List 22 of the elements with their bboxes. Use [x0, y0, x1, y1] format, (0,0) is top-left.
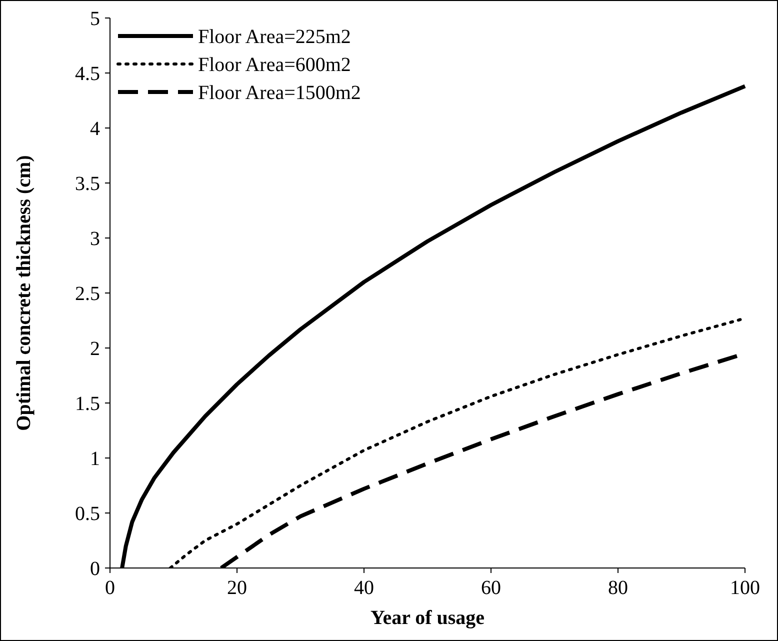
y-tick-label: 2.5 — [75, 283, 100, 305]
x-tick-label: 80 — [608, 577, 628, 599]
y-tick-label: 4 — [90, 118, 100, 140]
y-tick-label: 0.5 — [75, 503, 100, 525]
y-tick-label: 5 — [90, 8, 100, 30]
y-tick-label: 3 — [90, 228, 100, 250]
x-tick-label: 20 — [227, 577, 247, 599]
x-tick-label: 0 — [105, 577, 115, 599]
y-tick-label: 1 — [90, 448, 100, 470]
legend-label: Floor Area=225m2 — [198, 26, 351, 48]
y-tick-label: 4.5 — [75, 63, 100, 85]
x-tick-label: 40 — [354, 577, 374, 599]
y-tick-label: 1.5 — [75, 393, 100, 415]
y-tick-label: 0 — [90, 558, 100, 580]
x-tick-label: 100 — [730, 577, 760, 599]
y-axis-title: Optimal concrete thickness (cm) — [13, 155, 35, 431]
y-tick-label: 3.5 — [75, 173, 100, 195]
y-tick-label: 2 — [90, 338, 100, 360]
legend-label: Floor Area=1500m2 — [198, 82, 361, 104]
legend-label: Floor Area=600m2 — [198, 54, 351, 76]
x-tick-label: 60 — [481, 577, 501, 599]
x-axis-title: Year of usage — [370, 607, 485, 629]
